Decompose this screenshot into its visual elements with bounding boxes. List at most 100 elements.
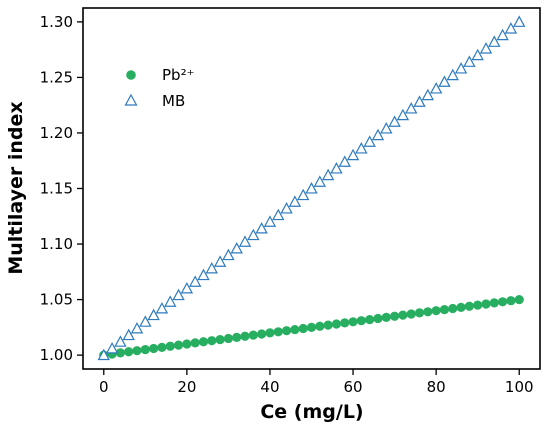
data-point-pb xyxy=(506,296,516,306)
y-axis-title: Multilayer index xyxy=(5,101,27,274)
data-point-mb xyxy=(222,248,235,261)
data-point-pb xyxy=(473,300,483,310)
x-tick-label: 0 xyxy=(99,378,109,396)
y-tick-label: 1.00 xyxy=(40,346,73,364)
data-point-mb xyxy=(172,288,185,301)
data-point-mb xyxy=(513,15,526,27)
legend: Pb²⁺ MB xyxy=(124,66,195,110)
data-point-pb xyxy=(273,327,283,337)
data-point-pb xyxy=(215,334,225,345)
data-point-mb xyxy=(247,228,260,241)
data-point-pb xyxy=(223,333,234,344)
data-point-mb xyxy=(238,235,252,247)
data-point-mb xyxy=(188,275,202,287)
data-point-pb xyxy=(489,298,499,308)
data-point-pb xyxy=(198,337,209,347)
data-point-mb xyxy=(263,215,277,227)
data-point-mb xyxy=(105,341,119,354)
data-point-mb xyxy=(197,268,210,281)
data-point-pb xyxy=(406,309,416,319)
data-point-pb xyxy=(248,330,258,340)
data-point-pb xyxy=(182,339,192,349)
data-point-pb xyxy=(124,347,134,357)
data-point-pb xyxy=(298,323,308,334)
data-point-mb xyxy=(296,188,310,201)
data-point-pb xyxy=(323,320,333,330)
data-point-mb xyxy=(413,95,426,107)
data-point-mb xyxy=(139,315,152,327)
data-point-pb xyxy=(439,304,450,315)
data-point-pb xyxy=(448,303,458,314)
data-point-mb xyxy=(496,28,509,41)
data-point-pb xyxy=(340,318,350,328)
data-point-pb xyxy=(431,306,441,316)
data-point-pb xyxy=(140,344,150,355)
x-axis-ticks: 0 20 40 60 80 100 xyxy=(99,369,534,396)
x-tick-label: 80 xyxy=(427,378,446,396)
data-point-mb xyxy=(446,68,459,81)
data-point-mb xyxy=(479,42,493,54)
data-point-mb xyxy=(321,168,335,181)
y-tick-label: 1.05 xyxy=(40,291,73,309)
legend-label-pb: Pb²⁺ xyxy=(162,66,195,84)
data-point-pb xyxy=(398,310,408,320)
data-point-pb xyxy=(356,316,366,326)
data-point-mb xyxy=(471,48,484,61)
x-tick-label: 40 xyxy=(260,378,279,396)
data-point-mb xyxy=(438,75,451,87)
data-point-pb xyxy=(481,299,491,309)
data-point-pb xyxy=(207,336,217,346)
data-point-mb xyxy=(330,162,343,174)
data-point-mb xyxy=(213,255,227,267)
data-point-pb xyxy=(115,348,125,358)
data-point-pb xyxy=(423,307,433,317)
data-point-mb xyxy=(230,242,243,254)
data-point-mb xyxy=(338,155,351,167)
data-point-mb xyxy=(147,308,160,321)
data-point-mb xyxy=(488,35,501,47)
data-point-pb xyxy=(165,341,175,351)
legend-marker-pb xyxy=(126,70,136,80)
x-tick-label: 100 xyxy=(505,378,534,396)
data-point-mb xyxy=(155,302,169,314)
data-point-mb xyxy=(346,148,360,161)
legend-marker-mb xyxy=(124,93,138,106)
data-point-pb xyxy=(373,313,383,324)
data-point-mb xyxy=(164,295,177,307)
y-axis-ticks: 1.00 1.05 1.10 1.15 1.20 1.25 1.30 xyxy=(40,13,83,364)
data-point-mb xyxy=(504,22,518,34)
data-point-mb xyxy=(114,335,127,347)
data-point-pb xyxy=(389,311,400,321)
data-point-mb xyxy=(122,328,135,341)
data-point-mb xyxy=(463,55,476,67)
data-series-layer xyxy=(97,15,526,361)
data-point-pb xyxy=(157,342,167,352)
data-point-mb xyxy=(405,102,418,114)
y-tick-label: 1.10 xyxy=(40,235,73,253)
data-point-pb xyxy=(414,308,425,318)
data-point-pb xyxy=(348,317,358,327)
x-axis-title: Ce (mg/L) xyxy=(260,401,363,423)
data-point-mb xyxy=(180,282,194,294)
data-point-mb xyxy=(355,142,368,154)
legend-label-mb: MB xyxy=(162,92,185,110)
data-point-pb xyxy=(365,314,375,325)
data-point-mb xyxy=(255,222,268,234)
data-point-pb xyxy=(232,332,242,342)
data-point-mb xyxy=(454,62,468,74)
data-point-mb xyxy=(371,128,385,141)
data-point-pb xyxy=(315,321,325,331)
data-point-pb xyxy=(240,331,250,341)
data-point-pb xyxy=(257,329,267,339)
data-point-mb xyxy=(288,195,302,207)
y-tick-label: 1.30 xyxy=(40,13,73,31)
data-point-pb xyxy=(173,340,184,350)
data-point-pb xyxy=(190,338,200,348)
data-point-pb xyxy=(281,326,292,336)
data-point-mb xyxy=(421,88,435,101)
data-point-mb xyxy=(396,108,410,121)
data-point-mb xyxy=(388,115,401,127)
data-point-mb xyxy=(380,122,393,134)
data-point-mb xyxy=(305,182,318,194)
data-point-mb xyxy=(363,135,376,147)
